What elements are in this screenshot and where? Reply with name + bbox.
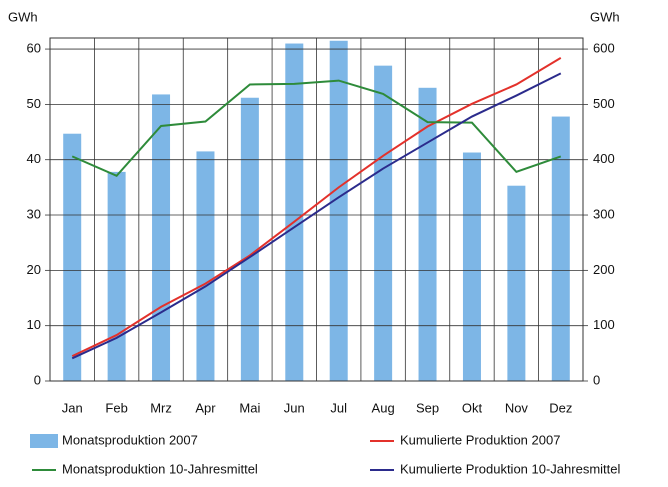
x-tick-label: Dez [549, 400, 572, 415]
bar [196, 151, 215, 381]
y-tick-label: 50 [27, 96, 41, 111]
legend-label: Kumulierte Produktion 10-Jahresmittel [400, 461, 620, 476]
bar [329, 40, 348, 382]
line [71, 57, 562, 358]
bar [152, 94, 171, 382]
bar [107, 171, 126, 381]
legend-label: Kumulierte Produktion 2007 [400, 432, 560, 447]
y-tick-label: 0 [34, 372, 41, 387]
bar [63, 133, 82, 381]
bar [418, 87, 437, 382]
x-tick-label: Aug [372, 400, 395, 415]
line [71, 72, 562, 360]
line [71, 79, 562, 177]
y2-tick-label: 0 [593, 372, 600, 387]
y2-tick-label: 200 [593, 262, 615, 277]
y2-tick-label: 400 [593, 151, 615, 166]
y2-tick-label: 500 [593, 96, 615, 111]
legend-swatch [30, 434, 58, 448]
x-tick-label: Mai [239, 400, 260, 415]
y-tick-label: 10 [27, 317, 41, 332]
x-tick-label: Sep [416, 400, 439, 415]
bar [240, 97, 259, 382]
y-tick-label: 60 [27, 41, 41, 56]
legend-label: Monatsproduktion 10-Jahresmittel [62, 461, 258, 476]
y2-tick-label: 100 [593, 317, 615, 332]
bar [374, 65, 393, 382]
x-tick-label: Okt [462, 400, 483, 415]
bar [462, 152, 481, 381]
y-tick-label: 30 [27, 206, 41, 221]
x-tick-label: Nov [505, 400, 529, 415]
y-tick-label: 20 [27, 262, 41, 277]
x-tick-label: Apr [195, 400, 216, 415]
plot-frame [49, 37, 584, 382]
x-tick-label: Jul [330, 400, 347, 415]
legend-label: Monatsproduktion 2007 [62, 432, 198, 447]
y2-axis-label: GWh [590, 9, 620, 24]
bar [551, 116, 570, 381]
y2-tick-label: 600 [593, 41, 615, 56]
x-tick-label: Jan [62, 400, 83, 415]
x-tick-label: Mrz [150, 400, 172, 415]
bar [285, 43, 304, 381]
bar [507, 185, 526, 381]
x-tick-label: Feb [105, 400, 127, 415]
y-axis-label: GWh [8, 9, 38, 24]
y2-tick-label: 300 [593, 206, 615, 221]
y-tick-label: 40 [27, 151, 41, 166]
x-tick-label: Jun [284, 400, 305, 415]
